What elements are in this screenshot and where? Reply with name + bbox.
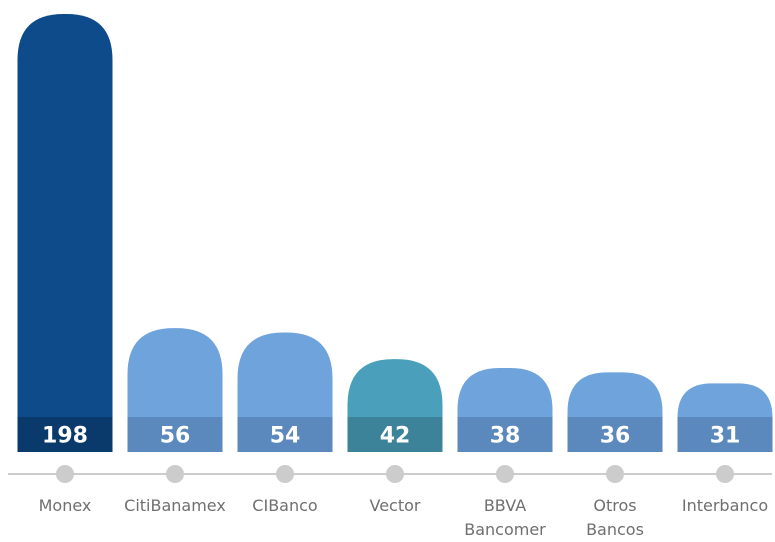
category-label-line: CitiBanamex <box>124 496 226 515</box>
data-label-0: 198 <box>42 424 88 449</box>
category-label-1: CitiBanamex <box>120 494 230 518</box>
bar-value-band-2 <box>237 417 333 452</box>
category-label-5: Otros Bancos <box>560 494 670 542</box>
bar-0 <box>17 14 113 452</box>
axis-tick-dot-1 <box>166 465 184 483</box>
axis-tick-dot-3 <box>386 465 404 483</box>
data-label-3: 42 <box>380 424 411 449</box>
data-label-4: 38 <box>490 424 521 449</box>
category-label-0: Monex <box>10 494 120 518</box>
category-label-line: BBVA <box>483 496 527 515</box>
category-label-line: Monex <box>38 496 92 515</box>
category-label-6: Interbanco <box>670 494 775 518</box>
bar-value-band-5 <box>567 417 663 452</box>
category-label-line: Interbanco <box>681 496 769 515</box>
category-label-line: CIBanco <box>252 496 318 515</box>
category-label-3: Vector <box>340 494 450 518</box>
bar-value-band-0 <box>17 417 113 452</box>
axis-tick-dot-6 <box>716 465 734 483</box>
data-label-1: 56 <box>160 424 191 449</box>
axis-tick-dot-5 <box>606 465 624 483</box>
axis-tick-dot-2 <box>276 465 294 483</box>
category-label-line: Bancomer <box>464 520 546 539</box>
category-label-line: Bancos <box>586 520 644 539</box>
category-label-2: CIBanco <box>230 494 340 518</box>
category-label-line: Otros <box>593 496 637 515</box>
category-label-4: BBVA Bancomer <box>450 494 560 542</box>
data-label-5: 36 <box>600 424 631 449</box>
axis-tick-dot-4 <box>496 465 514 483</box>
axis-tick-dot-0 <box>56 465 74 483</box>
bar-value-band-3 <box>347 417 443 452</box>
data-label-6: 31 <box>710 424 741 449</box>
bar-value-band-4 <box>457 417 553 452</box>
bar-value-band-1 <box>127 417 223 452</box>
bar-value-band-6 <box>677 417 773 452</box>
data-label-2: 54 <box>270 424 301 449</box>
category-label-line: Vector <box>369 496 421 515</box>
